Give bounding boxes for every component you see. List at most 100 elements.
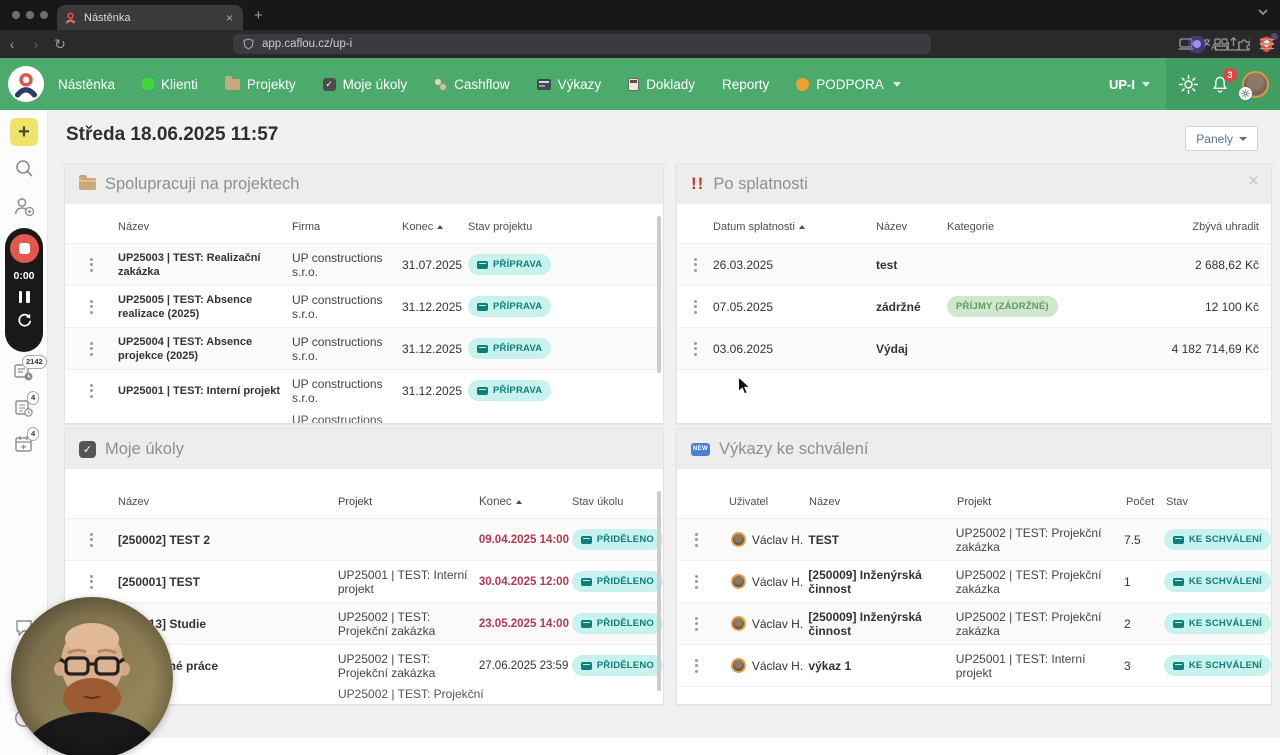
column-header-konec[interactable]: Konec [479,495,572,509]
user-avatar[interactable] [1238,70,1269,100]
nav-item-klienti[interactable]: Klienti [142,77,198,92]
back-button[interactable]: ‹ [9,36,15,52]
nav-item-podpora[interactable]: PODPORA [796,77,901,92]
panel-title: Výkazy ke schválení [719,439,869,458]
row-menu-icon[interactable] [689,253,702,277]
row-menu-icon[interactable] [85,528,98,552]
browser-tab[interactable]: Nástěnka × [57,5,243,30]
svg-text:A: A [1211,42,1217,51]
cell-user: Václav H. [717,616,809,631]
column-header-nazev[interactable]: Název [809,496,841,508]
column-header-nazev[interactable]: Název [876,221,908,233]
browser-menu-icon[interactable] [1260,38,1274,50]
search-icon[interactable] [0,158,48,179]
table-row[interactable]: 26.03.2025 test 2 688,62 Kč [677,244,1271,286]
column-header-projekt[interactable]: Projekt [957,496,992,508]
column-header-datum-splatnosti[interactable]: Datum splatnosti [713,220,876,234]
add-contact-icon[interactable] [0,196,48,217]
column-header-uzivatel[interactable]: Uživatel [729,496,769,508]
tab-close-icon[interactable]: × [225,10,233,25]
column-header-zbyva-uhradit[interactable]: Zbývá uhradit [1192,221,1259,233]
notifications-bell-icon[interactable]: 3 [1210,67,1237,95]
tab-list-chevron-icon[interactable] [1258,9,1268,16]
status-badge-label: PŘÍPRAVA [493,384,543,396]
invoices-due-icon[interactable] [0,362,48,382]
nav-item-doklady[interactable]: Doklady [628,77,695,92]
caflou-logo[interactable] [8,66,44,102]
row-menu-icon[interactable] [85,253,98,277]
table-row[interactable]: [250002] TEST 2 09.04.2025 14:00 PŘIDĚLENO [65,519,663,561]
table-row[interactable]: UP25003 | TEST: Realizační zakázka UP con… [65,244,663,286]
translate-icon[interactable]: A [1203,38,1218,51]
new-tab-button[interactable]: + [254,7,263,24]
row-menu-icon[interactable] [85,337,98,361]
column-header-kategorie[interactable]: Kategorie [947,221,995,233]
table-row[interactable]: UP25001 | TEST: Interní projekt UP constr… [65,370,663,411]
wallet-icon[interactable] [1214,37,1228,51]
table-row[interactable]: UP25005 | TEST: Absence realizace (2025)… [65,286,663,328]
user-name: Václav H. [751,532,804,547]
table-row[interactable]: Václav H. TEST UP25002 | TEST: Projekční z… [677,519,1271,561]
row-menu-icon[interactable] [85,295,98,319]
row-menu-icon[interactable] [690,654,703,678]
pause-button[interactable] [18,291,30,303]
panel-scrollbar[interactable] [657,216,661,373]
row-menu-icon[interactable] [85,379,98,403]
forward-button[interactable]: › [33,36,39,52]
table-row[interactable]: 07.05.2025 zádržné PŘÍJMY (ZÁDRŽNÉ) 12 100 … [677,286,1271,328]
close-panel-icon[interactable]: × [1247,171,1259,192]
column-header-stav-ukolu[interactable]: Stav úkolu [572,496,624,508]
row-menu-icon[interactable] [85,570,98,594]
row-menu-icon[interactable] [689,295,702,319]
nav-item-vykazy[interactable]: Výkazy [536,77,601,92]
restart-timer-icon[interactable] [16,311,33,328]
panels-dropdown-button[interactable]: Panely [1185,126,1258,151]
status-badge-label: KE SCHVÁLENÍ [1188,575,1263,587]
nav-item-reporty[interactable]: Reporty [721,76,770,92]
table-row[interactable]: Václav H. výkaz 1 UP25001 | TEST: Interní … [677,645,1271,687]
column-header-stav-projektu[interactable]: Stav projektu [468,221,533,233]
assistant-icon[interactable] [1188,35,1205,53]
column-header-firma[interactable]: Firma [292,221,321,233]
approvals-icon[interactable] [0,398,48,418]
user-avatar [730,532,746,547]
stop-recording-button[interactable] [9,234,39,263]
status-badge: PŘIDĚLENO [571,613,663,634]
column-header-nazev[interactable]: Název [118,221,150,233]
column-header-stav[interactable]: Stav [1166,496,1189,508]
window-controls[interactable] [12,11,48,19]
nav-item-projekty[interactable]: Projekty [224,75,296,92]
account-switcher[interactable]: UP-I [1109,77,1150,92]
cell-count: 7.5 [1124,532,1141,547]
column-header-konec[interactable]: Konec [402,220,468,234]
column-header-projekt[interactable]: Projekt [338,496,373,508]
table-row[interactable]: UP25004 | TEST: Absence projekce (2025) U… [65,328,663,370]
extensions-icon[interactable] [1237,37,1251,51]
settings-gear-icon[interactable] [1178,74,1199,95]
table-row[interactable]: Václav H. [250009] Inženýrská činnost UP25… [677,603,1271,645]
column-header-nazev[interactable]: Název [118,496,150,508]
row-menu-icon[interactable] [690,528,703,552]
table-row[interactable]: Václav H. [250009] Inženýrská činnost UP25… [677,561,1271,603]
column-header-pocet[interactable]: Počet [1126,496,1155,508]
chevron-down-icon [892,81,901,87]
tab-title: Nástěnka [84,11,131,24]
row-menu-icon[interactable] [690,612,703,636]
calendar-add-icon[interactable] [0,434,48,454]
nav-item-cashflow[interactable]: Cashflow [434,77,510,92]
panel-scrollbar[interactable] [657,491,661,691]
row-menu-icon[interactable] [689,337,702,361]
nav-item-nastenka[interactable]: Nástěnka [58,76,116,92]
media-device-icon[interactable] [1178,38,1194,50]
reload-button[interactable]: ↻ [54,35,66,52]
site-settings-icon[interactable] [243,38,254,50]
row-menu-icon[interactable] [690,570,703,594]
table-row[interactable]: [250013] Studie UP25002 | TEST: Projekční… [65,603,663,645]
table-row[interactable]: [250001] TEST UP25001 | TEST: Interní pro… [65,561,663,603]
address-bar[interactable]: app.caflou.cz/up-i [233,34,931,54]
table-row[interactable]: 03.06.2025 Výdaj 4 182 714,69 Kč [677,328,1271,370]
quick-add-button[interactable]: + [10,118,38,146]
nav-item-moje-ukoly[interactable]: ✓ Moje úkoly [322,77,407,92]
row-menu-cell [677,337,713,361]
